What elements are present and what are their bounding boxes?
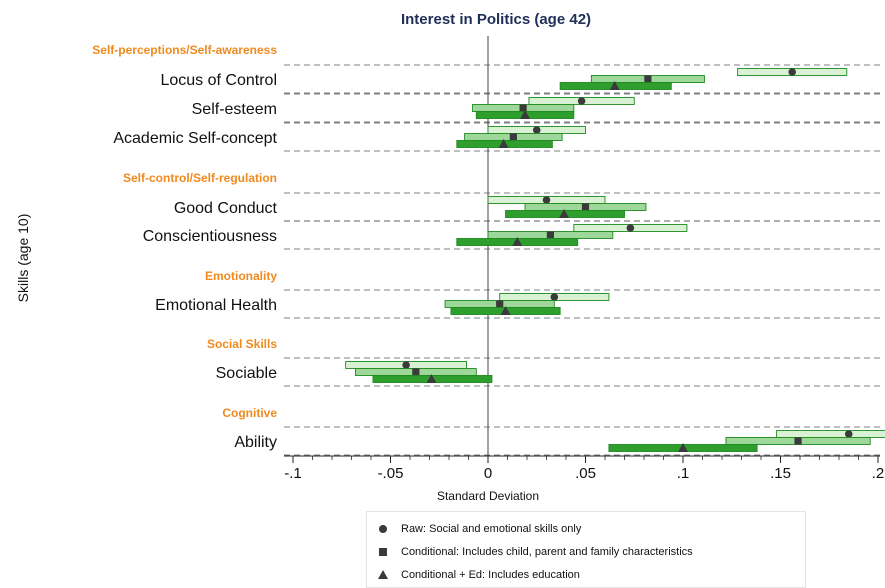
group-label: Emotionality: [205, 269, 277, 283]
point-marker-circle: [532, 126, 541, 134]
point-marker-triangle: [426, 374, 437, 383]
skill-label: Good Conduct: [174, 200, 278, 217]
point-marker-square: [496, 300, 504, 308]
point-marker-triangle: [520, 110, 531, 119]
group-label: Self-perceptions/Self-awareness: [92, 43, 277, 57]
legend-item-conditional-ed: Conditional + Ed: Includes education: [377, 566, 580, 584]
square-marker-icon: [379, 548, 387, 556]
x-tick-label: -.1: [284, 465, 302, 482]
chart-canvas: Interest in Politics (age 42) Skills (ag…: [15, 11, 885, 503]
point-marker-square: [509, 133, 517, 141]
x-tick-label: .15: [770, 465, 791, 482]
skill-label: Locus of Control: [160, 72, 277, 89]
legend-item-raw: Raw: Social and emotional skills only: [377, 520, 581, 538]
point-marker-circle: [402, 361, 410, 369]
x-tick-label: .2: [872, 465, 885, 482]
x-axis-label: Standard Deviation: [437, 489, 539, 503]
x-tick-label: -.05: [378, 465, 404, 482]
legend: Raw: Social and emotional skills only Co…: [366, 511, 806, 588]
point-marker-triangle: [500, 306, 511, 315]
legend-label-raw: Raw: Social and emotional skills only: [401, 523, 582, 535]
point-marker-square: [794, 437, 802, 445]
point-marker-circle: [550, 293, 559, 301]
x-tick-label: .1: [677, 465, 690, 482]
circle-marker-icon: [379, 525, 387, 533]
group-label: Cognitive: [222, 406, 277, 420]
point-marker-triangle: [559, 209, 570, 218]
chart-title: Interest in Politics (age 42): [401, 11, 591, 28]
group-label: Social Skills: [207, 337, 277, 351]
point-marker-square: [581, 203, 590, 211]
skill-label: Emotional Health: [155, 297, 277, 314]
skill-label: Conscientiousness: [143, 228, 277, 245]
group-label: Self-control/Self-regulation: [123, 171, 277, 185]
legend-label-conditional: Conditional: Includes child, parent and …: [401, 546, 693, 558]
point-marker-circle: [788, 68, 796, 76]
skill-label: Ability: [234, 434, 277, 451]
skill-label: Academic Self-concept: [113, 130, 277, 147]
point-marker-square: [412, 368, 420, 376]
triangle-marker-icon: [378, 570, 388, 579]
point-marker-circle: [626, 224, 635, 232]
point-marker-triangle: [609, 81, 620, 90]
ci-bar: [776, 430, 885, 438]
point-marker-triangle: [678, 443, 688, 452]
point-marker-square: [519, 104, 527, 112]
point-marker-square: [644, 75, 652, 83]
x-tick-label: 0: [484, 465, 492, 482]
legend-item-conditional: Conditional: Includes child, parent and …: [377, 543, 693, 561]
point-marker-circle: [577, 97, 586, 105]
point-marker-triangle: [512, 237, 523, 246]
y-axis-label: Skills (age 10): [15, 214, 31, 303]
point-marker-circle: [542, 196, 551, 204]
legend-label-conditional-ed: Conditional + Ed: Includes education: [401, 569, 580, 581]
point-marker-triangle: [498, 139, 509, 148]
point-marker-square: [546, 231, 554, 239]
x-tick-label: .05: [575, 465, 596, 482]
skill-label: Sociable: [216, 365, 277, 382]
skill-label: Self-esteem: [192, 101, 277, 118]
point-marker-circle: [844, 430, 853, 438]
